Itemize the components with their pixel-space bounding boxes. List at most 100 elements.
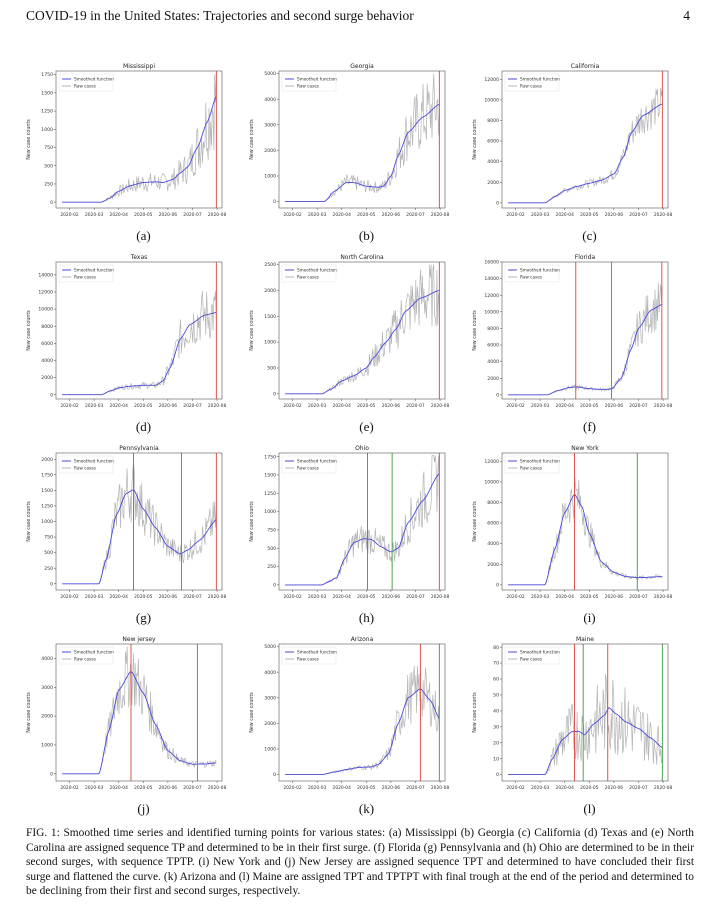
x-tick-label: 2020-06 (605, 403, 624, 409)
x-tick-label: 2020-03 (308, 594, 327, 600)
x-tick-label: 2020-02 (60, 594, 79, 600)
plot-frame (55, 261, 223, 400)
y-tick-label: 8000 (487, 118, 499, 124)
smoothed-function-line (508, 103, 663, 204)
y-tick-label: 1500 (264, 314, 276, 320)
legend-box (504, 455, 560, 474)
legend-label: Raw cases (297, 84, 319, 89)
y-tick-label: 80 (493, 645, 499, 651)
x-tick-label: 2020-06 (159, 212, 178, 218)
x-tick-label: 2020-03 (531, 594, 550, 600)
smoothed-function-line (285, 103, 440, 203)
y-tick-label: 20 (493, 740, 499, 746)
plot-frame (55, 70, 223, 209)
chart-svg: New York New case counts 0 2000 4000 6000 8000… (472, 445, 672, 600)
y-tick-label: 40 (493, 709, 499, 715)
subfigure-label: (d) (135, 419, 152, 434)
y-tick-label: 6000 (487, 343, 499, 349)
y-tick-label: 1750 (41, 472, 53, 478)
y-tick-label: 0 (50, 581, 53, 587)
x-tick-label: 2020-02 (60, 403, 79, 409)
legend-label: Raw cases (297, 657, 319, 662)
x-tick-label: 2020-02 (506, 212, 525, 218)
chart-legend: Smoothed function Raw cases (58, 264, 114, 283)
y-tick-label: 0 (496, 392, 499, 398)
y-tick-label: 1000 (41, 519, 53, 525)
x-tick-label: 2020-08 (654, 785, 673, 791)
y-tick-label: 4000 (487, 541, 499, 547)
legend-box (281, 73, 337, 92)
x-tick-label: 2020-04 (110, 403, 129, 409)
x-tick-label: 2020-06 (382, 403, 401, 409)
plot-frame (501, 643, 669, 782)
y-axis-label: New case counts (26, 692, 32, 733)
legend-box (58, 455, 114, 474)
x-tick-label: 2020-07 (629, 403, 648, 409)
chart-panel-pennsylvania: Pennsylvania New case counts 0 250 500 750 100… (22, 440, 245, 631)
x-tick-label: 2020-08 (654, 212, 673, 218)
y-axis-label: New case counts (472, 692, 478, 733)
chart-panel-north-carolina: North Carolina New case counts 0 500 1000 150… (245, 249, 468, 440)
legend-label: Smoothed function (74, 459, 114, 464)
y-tick-label: 0 (50, 392, 53, 398)
legend-label: Smoothed function (297, 650, 337, 655)
x-tick-label: 2020-05 (134, 212, 153, 218)
raw-cases-line (62, 646, 217, 775)
y-tick-label: 1250 (41, 109, 53, 115)
subfigure-label: (a) (136, 228, 151, 243)
y-tick-label: 10 (493, 756, 499, 762)
legend-label: Smoothed function (74, 268, 114, 273)
y-tick-label: 30 (493, 724, 499, 730)
legend-box (281, 646, 337, 665)
y-axis-label: New case counts (249, 501, 255, 542)
raw-cases-line (62, 291, 217, 396)
legend-label: Raw cases (74, 84, 96, 89)
x-tick-label: 2020-02 (506, 403, 525, 409)
chart-title: Maine (576, 636, 594, 643)
raw-cases-line (508, 87, 663, 204)
x-tick-label: 2020-07 (406, 785, 425, 791)
legend-label: Raw cases (520, 466, 542, 471)
plot-frame (278, 643, 446, 782)
x-tick-label: 2020-06 (382, 212, 401, 218)
y-axis-label: New case counts (26, 501, 32, 542)
x-tick-label: 2020-07 (629, 594, 648, 600)
plot-frame (278, 70, 446, 209)
chart-panel-new-jersey: New jersey New case counts 0 1000 2000 3000 40… (22, 631, 245, 822)
subfigure-label: (f) (583, 419, 596, 434)
x-tick-label: 2020-03 (308, 785, 327, 791)
y-tick-label: 8000 (487, 500, 499, 506)
raw-cases-line (62, 463, 217, 585)
y-tick-label: 2000 (41, 457, 53, 463)
y-tick-label: 500 (267, 546, 276, 552)
x-tick-label: 2020-03 (531, 785, 550, 791)
x-tick-label: 2020-05 (357, 212, 376, 218)
y-tick-label: 1750 (41, 72, 53, 78)
legend-box (281, 264, 337, 283)
smoothed-function-line (62, 96, 217, 203)
y-axis-label: New case counts (472, 310, 478, 351)
y-tick-label: 500 (44, 163, 53, 169)
x-tick-label: 2020-03 (531, 403, 550, 409)
page-number: 4 (683, 8, 690, 23)
chart-panel-georgia: Georgia New case counts 0 1000 2000 3000 4000 5… (245, 58, 468, 249)
chart-svg: Florida New case counts 0 2000 4000 6000 8000 1… (472, 254, 672, 409)
chart-panel-texas: Texas New case counts 0 2000 4000 6000 8000 100… (22, 249, 245, 440)
subfigure-label: (k) (358, 801, 375, 816)
y-tick-label: 2000 (41, 375, 53, 381)
legend-label: Smoothed function (297, 459, 337, 464)
y-tick-label: 1000 (264, 509, 276, 515)
x-tick-label: 2020-06 (605, 212, 624, 218)
y-tick-label: 4000 (487, 359, 499, 365)
raw-cases-line (508, 477, 663, 586)
x-tick-label: 2020-03 (85, 403, 104, 409)
y-axis-label: New case counts (249, 119, 255, 160)
x-tick-label: 2020-07 (406, 594, 425, 600)
y-tick-label: 1250 (41, 504, 53, 510)
legend-label: Raw cases (297, 466, 319, 471)
x-tick-label: 2020-05 (357, 785, 376, 791)
x-tick-label: 2020-02 (283, 403, 302, 409)
x-tick-label: 2020-04 (556, 785, 575, 791)
y-tick-label: 250 (267, 564, 276, 570)
x-tick-label: 2020-06 (159, 594, 178, 600)
